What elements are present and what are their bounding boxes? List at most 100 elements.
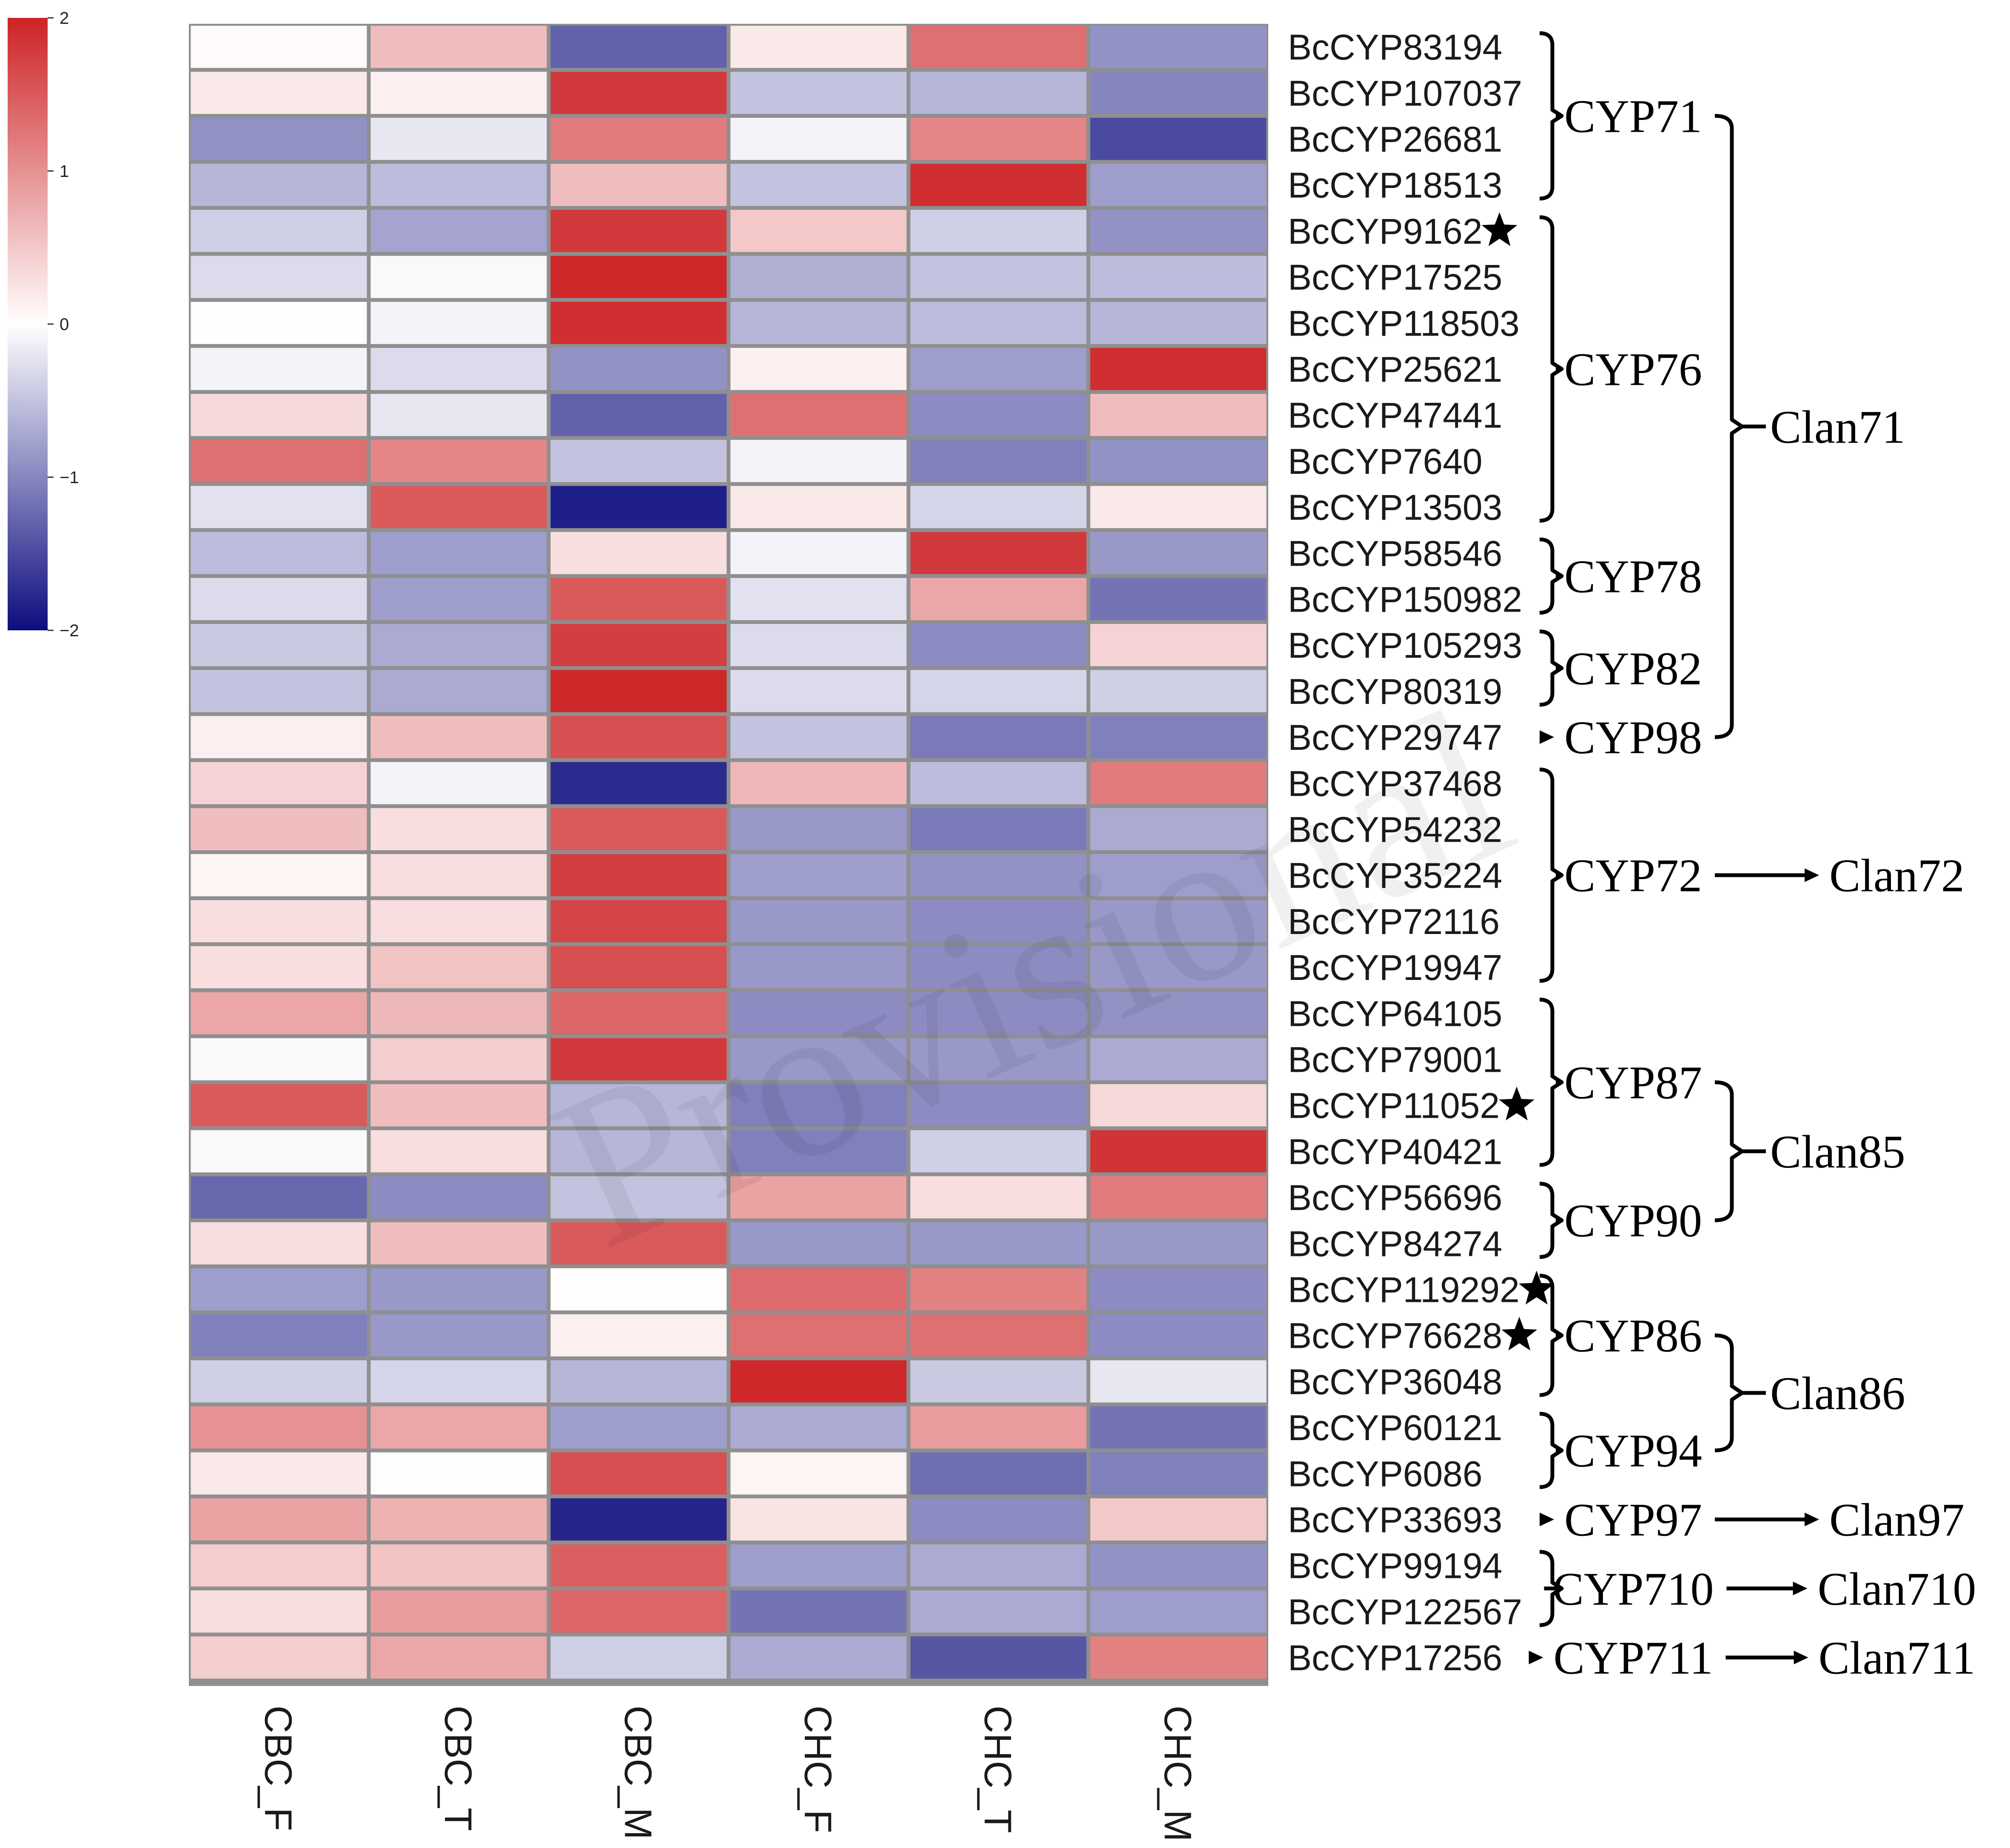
gene-label: BcCYP33693 xyxy=(1288,1500,1502,1540)
heatmap-cell xyxy=(1090,992,1267,1034)
heatmap-cell xyxy=(1090,1130,1267,1173)
heatmap-cell xyxy=(370,440,547,482)
heatmap-cell xyxy=(550,670,727,712)
heatmap-cells xyxy=(191,26,1267,1679)
heatmap-cell xyxy=(191,578,367,621)
heatmap-cell xyxy=(550,117,727,160)
heatmap-cell xyxy=(1090,117,1267,160)
heatmap-cell xyxy=(1090,1636,1267,1679)
heatmap-cell xyxy=(191,1360,367,1403)
heatmap-cell xyxy=(910,71,1087,114)
gene-label: BcCYP119292 xyxy=(1288,1270,1520,1310)
heatmap-cell xyxy=(1090,440,1267,482)
heatmap-cell xyxy=(370,578,547,621)
heatmap-cell xyxy=(370,1544,547,1587)
heatmap-cell xyxy=(370,1268,547,1311)
heatmap-cell xyxy=(730,670,907,712)
heatmap-cell xyxy=(1090,1038,1267,1081)
heatmap-cell xyxy=(191,992,367,1034)
color-scale-tick-label: −2 xyxy=(60,621,79,640)
heatmap-cell xyxy=(191,624,367,666)
heatmap-cell xyxy=(1090,26,1267,68)
heatmap-cell xyxy=(550,762,727,804)
heatmap-cell xyxy=(1090,900,1267,943)
heatmap-cell xyxy=(730,1176,907,1219)
color-scale-tick-label: 2 xyxy=(60,9,69,28)
gene-label: BcCYP47441 xyxy=(1288,396,1502,436)
gene-label: BcCYP17525 xyxy=(1288,257,1502,297)
heatmap-cell xyxy=(370,808,547,851)
heatmap-cell xyxy=(910,1406,1087,1449)
color-scale-tick-label: −1 xyxy=(60,468,79,487)
gene-label: BcCYP107037 xyxy=(1288,73,1522,113)
clan-label: Clan710 xyxy=(1818,1563,1976,1615)
heatmap-cell xyxy=(191,1084,367,1127)
heatmap-cell xyxy=(191,946,367,988)
heatmap-cell xyxy=(550,900,727,943)
heatmap-cell xyxy=(730,347,907,390)
color-scale-ticks: 2 1 0 −1 −2 xyxy=(48,9,79,640)
heatmap-cell xyxy=(191,26,367,68)
heatmap-cell xyxy=(910,578,1087,621)
family-label: CYP86 xyxy=(1564,1310,1702,1362)
gene-label: BcCYP37468 xyxy=(1288,763,1502,803)
family-label: CYP72 xyxy=(1564,850,1702,902)
family-arrow-head-icon xyxy=(1540,1512,1554,1526)
heatmap-cell xyxy=(370,302,547,344)
heatmap-cell xyxy=(910,1360,1087,1403)
heatmap-cell xyxy=(191,1314,367,1357)
heatmap-cell xyxy=(550,210,727,252)
heatmap-cell xyxy=(730,1222,907,1264)
heatmap-cell xyxy=(191,716,367,758)
heatmap-cell xyxy=(1090,1222,1267,1264)
heatmap-cell xyxy=(1090,71,1267,114)
heatmap-cell xyxy=(1090,1268,1267,1311)
heatmap-cell xyxy=(1090,808,1267,851)
heatmap-cell xyxy=(191,71,367,114)
heatmap-cell xyxy=(191,1268,367,1311)
heatmap-cell xyxy=(370,532,547,574)
heatmap-cell xyxy=(550,1222,727,1264)
heatmap-cell xyxy=(730,1314,907,1357)
heatmap-cell xyxy=(370,1406,547,1449)
clan-label: Clan711 xyxy=(1819,1632,1976,1684)
heatmap-cell xyxy=(550,486,727,528)
heatmap-cell xyxy=(550,992,727,1034)
heatmap-cell xyxy=(370,210,547,252)
heatmap-cell xyxy=(730,1498,907,1541)
star-marker-icon xyxy=(1501,1316,1537,1351)
family-label: CYP94 xyxy=(1564,1425,1702,1477)
heatmap-cell xyxy=(370,486,547,528)
heatmap-cell xyxy=(910,854,1087,897)
gene-label: BcCYP72116 xyxy=(1288,902,1500,942)
clan-arrow-head-icon xyxy=(1805,868,1819,882)
heatmap-cell xyxy=(550,1636,727,1679)
heatmap-cell xyxy=(370,1636,547,1679)
heatmap-cell xyxy=(910,624,1087,666)
heatmap-cell xyxy=(1090,1590,1267,1633)
column-label: CBC_M xyxy=(617,1706,659,1839)
heatmap-cell xyxy=(370,992,547,1034)
heatmap-cell xyxy=(370,716,547,758)
heatmap-cell xyxy=(370,394,547,436)
column-label: CBC_T xyxy=(437,1706,479,1831)
family-label: CYP98 xyxy=(1564,712,1702,763)
heatmap-cell xyxy=(910,1176,1087,1219)
heatmap-cell xyxy=(370,1084,547,1127)
family-label: CYP76 xyxy=(1564,344,1702,396)
heatmap-cell xyxy=(730,1636,907,1679)
heatmap-cell xyxy=(191,347,367,390)
heatmap-cell xyxy=(550,394,727,436)
gene-label: BcCYP40421 xyxy=(1288,1132,1502,1172)
heatmap-cell xyxy=(730,256,907,298)
heatmap-cell xyxy=(191,808,367,851)
gene-label: BcCYP150982 xyxy=(1288,580,1522,620)
heatmap-cell xyxy=(550,1038,727,1081)
heatmap-cell xyxy=(370,117,547,160)
heatmap-cell xyxy=(1090,1406,1267,1449)
star-marker-icon xyxy=(1499,1086,1535,1121)
heatmap-cell xyxy=(550,1452,727,1495)
heatmap-cell xyxy=(191,164,367,206)
clan-arrow-head-icon xyxy=(1805,1512,1819,1526)
heatmap-cell xyxy=(550,164,727,206)
